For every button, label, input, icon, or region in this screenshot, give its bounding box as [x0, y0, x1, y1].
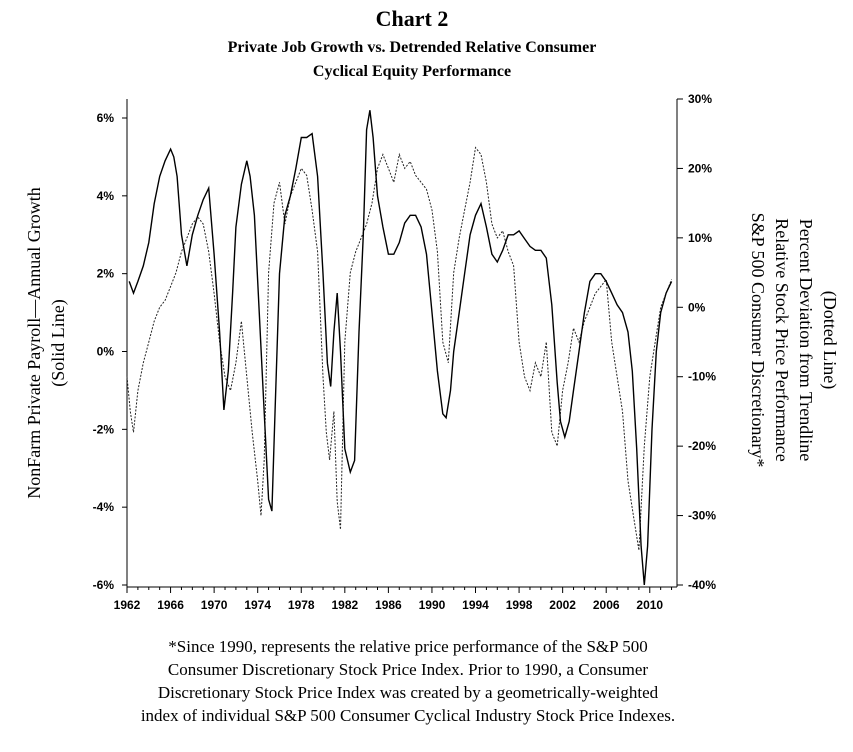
x-axis-ticks: 1962 1966 1970 1974 1978 1982 1986 1990 1994 1998… [114, 587, 673, 612]
x-tick-label: 1966 [157, 598, 184, 612]
left-tick-label: 2% [97, 267, 115, 281]
x-tick-label: 1962 [114, 598, 141, 612]
x-tick-label: 2002 [549, 598, 576, 612]
chart-subtitle-line-1: Private Job Growth vs. Detrended Relativ… [228, 39, 597, 56]
x-tick-label: 1994 [462, 598, 489, 612]
right-tick-label: 0% [688, 300, 706, 314]
x-tick-label: 1990 [419, 598, 446, 612]
chart-title: Chart 2 [376, 6, 449, 31]
footnote-line-3: Discretionary Stock Price Index was crea… [158, 683, 659, 702]
right-tick-label: -40% [688, 578, 716, 592]
x-tick-label: 2010 [636, 598, 663, 612]
plot-frame [126, 99, 678, 588]
x-tick-label: 1974 [244, 598, 271, 612]
right-tick-label: -20% [688, 439, 716, 453]
chart-subtitle-line-2: Cyclical Equity Performance [313, 63, 511, 80]
left-axis-ticks: 6% 4% 2% 0% -2% -4% -6% [93, 111, 127, 592]
left-axis-label-line-2: (Solid Line) [48, 299, 69, 387]
x-tick-label: 1986 [375, 598, 402, 612]
left-axis-label-line-1: NonFarm Private Payroll—Annual Growth [24, 187, 44, 498]
right-axis-label-line-2: Relative Stock Price Performance [772, 218, 792, 461]
left-tick-label: -2% [93, 422, 115, 436]
right-tick-label: -10% [688, 370, 716, 384]
footnote-line-2: Consumer Discretionary Stock Price Index… [168, 660, 649, 679]
footnote-line-4: index of individual S&P 500 Consumer Cyc… [141, 706, 675, 725]
right-axis-label-line-3: Percent Deviation from Trendline [796, 219, 816, 461]
left-tick-label: 6% [97, 111, 115, 125]
right-axis-label-line-4: (Dotted Line) [819, 291, 840, 389]
x-tick-label: 1978 [288, 598, 315, 612]
right-tick-label: 10% [688, 231, 712, 245]
series-line-private-payroll [128, 110, 673, 586]
x-tick-label: 1998 [506, 598, 533, 612]
left-tick-label: -6% [93, 578, 115, 592]
left-tick-label: 0% [97, 345, 115, 359]
x-tick-label: 1970 [201, 598, 228, 612]
right-tick-label: -30% [688, 509, 716, 523]
right-axis-ticks: 30% 20% 10% 0% -10% -20% -30% -40% [677, 92, 716, 592]
series-line-consumer-discretionary [126, 146, 673, 551]
x-tick-label: 1982 [331, 598, 358, 612]
right-tick-label: 20% [688, 161, 712, 175]
right-axis-label-line-1: S&P 500 Consumer Discretionary* [748, 213, 768, 468]
x-tick-label: 2006 [593, 598, 620, 612]
right-tick-label: 30% [688, 92, 712, 106]
footnote-line-1: *Since 1990, represents the relative pri… [168, 637, 647, 656]
left-tick-label: 4% [97, 189, 115, 203]
left-tick-label: -4% [93, 500, 115, 514]
